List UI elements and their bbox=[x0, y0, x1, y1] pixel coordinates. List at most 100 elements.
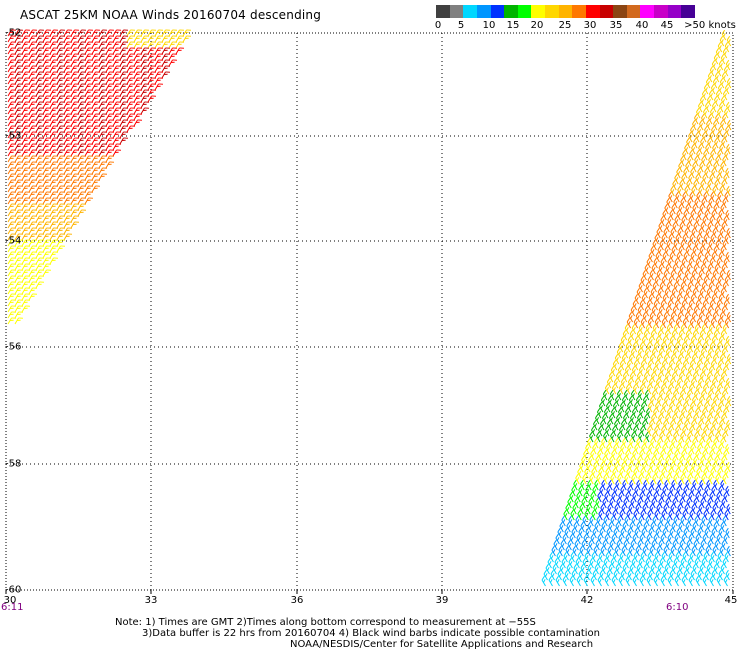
wind-barb bbox=[63, 89, 72, 97]
wind-barb-flag bbox=[100, 79, 105, 82]
wind-barb-flag bbox=[121, 97, 126, 100]
wind-barb-staff bbox=[84, 59, 89, 67]
wind-barb-flag bbox=[163, 43, 168, 46]
wind-barb bbox=[14, 77, 23, 85]
wind-barb-staff bbox=[84, 101, 89, 109]
wind-barb-flag bbox=[46, 47, 51, 49]
wind-barb-flag bbox=[65, 103, 70, 106]
wind-barb-flag bbox=[123, 77, 128, 79]
wind-barb bbox=[28, 47, 37, 55]
wind-barb bbox=[70, 35, 79, 43]
wind-barb-flag bbox=[81, 59, 86, 61]
wind-barb bbox=[84, 47, 93, 55]
wind-barb bbox=[35, 59, 44, 67]
wind-barb-flag bbox=[158, 59, 163, 61]
wind-barb bbox=[119, 41, 128, 49]
wind-barb-flag bbox=[72, 61, 77, 64]
wind-barb-flag bbox=[114, 103, 119, 106]
wind-barb-flag bbox=[81, 35, 86, 37]
wind-barb bbox=[21, 59, 30, 67]
wind-barb-flag bbox=[16, 91, 21, 94]
wind-barb-flag bbox=[100, 97, 105, 100]
colorbar-segment bbox=[463, 5, 477, 18]
wind-barb-flag bbox=[102, 71, 107, 73]
wind-barb-flag bbox=[67, 95, 72, 97]
wind-barb-flag bbox=[30, 103, 35, 106]
wind-barb-staff bbox=[14, 83, 19, 91]
wind-barb-staff bbox=[133, 59, 138, 67]
wind-barb-flag bbox=[102, 41, 107, 43]
wind-barb-flag bbox=[25, 89, 30, 91]
wind-barb-flag bbox=[135, 67, 140, 70]
wind-barb-staff bbox=[91, 71, 96, 79]
wind-barb bbox=[724, 317, 730, 329]
wind-barb-flag bbox=[58, 103, 63, 106]
wind-barb-flag bbox=[67, 89, 72, 91]
wind-barb bbox=[84, 59, 93, 67]
wind-barb bbox=[105, 65, 114, 73]
wind-barb-flag bbox=[18, 59, 23, 61]
wind-barb bbox=[56, 89, 65, 97]
wind-barb-staff bbox=[35, 53, 40, 61]
wind-barb-flag bbox=[102, 173, 107, 175]
wind-barb-flag bbox=[37, 43, 42, 46]
wind-barb-staff bbox=[63, 35, 68, 43]
wind-barb-flag bbox=[32, 65, 37, 67]
wind-barb-flag bbox=[32, 53, 37, 55]
wind-barb bbox=[133, 77, 142, 85]
wind-barb-flag bbox=[39, 77, 44, 79]
wind-barb-flag bbox=[81, 77, 86, 79]
wind-barb-flag bbox=[156, 37, 161, 40]
wind-barb-flag bbox=[135, 91, 140, 94]
wind-barb-flag bbox=[158, 35, 163, 37]
wind-barb-flag bbox=[79, 103, 84, 106]
wind-barb-staff bbox=[35, 101, 40, 109]
wind-barb bbox=[77, 101, 86, 109]
wind-barb-flag bbox=[102, 101, 107, 103]
wind-barb-flag bbox=[81, 95, 86, 97]
wind-barb bbox=[722, 281, 727, 293]
wind-barb-flag bbox=[18, 77, 23, 79]
wind-barb-staff bbox=[119, 65, 124, 73]
wind-barb-staff bbox=[35, 71, 40, 79]
wind-barb bbox=[49, 29, 58, 37]
wind-barb-staff bbox=[77, 65, 82, 73]
wind-barb bbox=[154, 41, 163, 49]
wind-barb-flag bbox=[102, 77, 107, 79]
wind-barb-staff bbox=[133, 71, 138, 79]
wind-barb-flag bbox=[158, 71, 163, 73]
wind-barb bbox=[126, 29, 135, 37]
wind-barb-flag bbox=[39, 47, 44, 49]
wind-barb-flag bbox=[44, 91, 49, 94]
wind-barb-staff bbox=[56, 65, 61, 73]
wind-barb-flag bbox=[32, 89, 37, 91]
wind-barb-staff bbox=[63, 83, 68, 91]
wind-barb bbox=[161, 65, 170, 73]
wind-barb bbox=[63, 53, 72, 61]
wind-barb bbox=[147, 41, 156, 49]
wind-barb bbox=[7, 29, 16, 37]
wind-barb-flag bbox=[25, 35, 30, 37]
wind-barb-flag bbox=[23, 67, 28, 70]
wind-barb-flag bbox=[86, 43, 91, 46]
wind-barb-flag bbox=[51, 79, 56, 82]
wind-barb-flag bbox=[109, 95, 114, 97]
wind-barb-staff bbox=[77, 29, 82, 37]
wind-barb-flag bbox=[88, 95, 93, 97]
wind-barb-flag bbox=[172, 29, 177, 31]
wind-barb-flag bbox=[102, 47, 107, 49]
wind-barb-flag bbox=[123, 41, 128, 43]
wind-barb-flag bbox=[72, 103, 77, 106]
wind-barb-flag bbox=[67, 77, 72, 79]
wind-barb-staff bbox=[49, 95, 54, 103]
wind-barb-flag bbox=[179, 47, 184, 49]
wind-barb-flag bbox=[39, 101, 44, 103]
wind-barb bbox=[63, 29, 72, 37]
wind-barb-flag bbox=[30, 61, 35, 64]
wind-barb bbox=[91, 185, 100, 193]
wind-barb-flag bbox=[107, 97, 112, 100]
wind-barb-staff bbox=[84, 71, 89, 79]
wind-barb-flag bbox=[123, 47, 128, 49]
wind-barb-staff bbox=[70, 59, 75, 67]
wind-barb-staff bbox=[7, 41, 12, 49]
